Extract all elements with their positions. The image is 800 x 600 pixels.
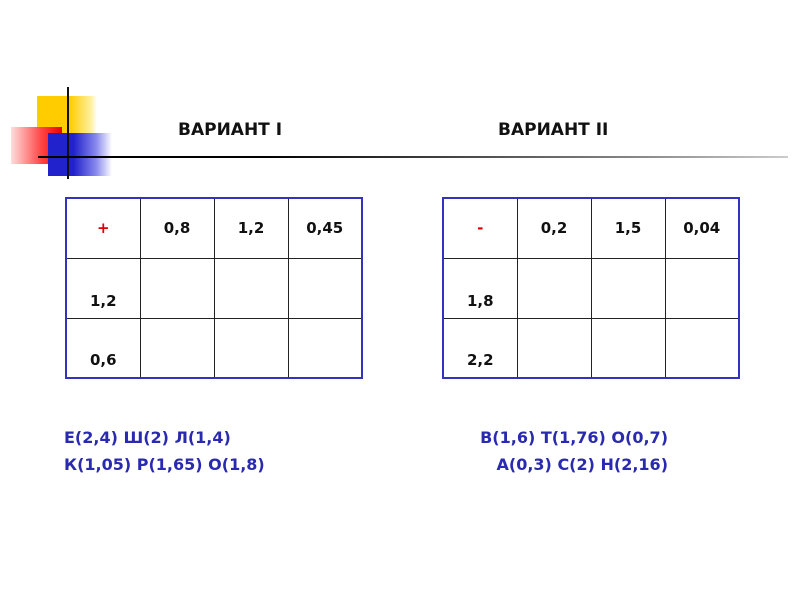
answer-line: Е(2,4) Ш(2) Л(1,4) <box>64 428 231 447</box>
variant1-answers: Е(2,4) Ш(2) Л(1,4) К(1,05) Р(1,65) О(1,8… <box>64 424 265 478</box>
variant2-title: ВАРИАНТ II <box>498 120 609 140</box>
variant2-answers: В(1,6) Т(1,76) О(0,7) А(0,3) С(2) Н(2,16… <box>474 424 668 478</box>
table-row: 2,2 <box>442 317 740 379</box>
answer-cell[interactable] <box>664 257 740 319</box>
row-header: 1,2 <box>65 257 141 319</box>
column-header: 1,5 <box>590 197 666 259</box>
answer-cell[interactable] <box>213 317 289 379</box>
decor-blue-square <box>48 133 112 176</box>
row-header: 1,8 <box>442 257 518 319</box>
answer-cell[interactable] <box>590 257 666 319</box>
column-header: 0,2 <box>516 197 592 259</box>
row-header: 0,6 <box>65 317 141 379</box>
answer-cell[interactable] <box>287 317 363 379</box>
variant2-table: - 0,2 1,5 0,04 1,8 2,2 <box>442 197 740 379</box>
answer-line: К(1,05) Р(1,65) О(1,8) <box>64 455 265 474</box>
table-row: + 0,8 1,2 0,45 <box>65 197 363 259</box>
answer-line: В(1,6) Т(1,76) О(0,7) <box>480 428 668 447</box>
answer-cell[interactable] <box>213 257 289 319</box>
answer-cell[interactable] <box>139 257 215 319</box>
variant1-title: ВАРИАНТ I <box>178 120 283 140</box>
operator-cell: - <box>442 197 518 259</box>
column-header: 1,2 <box>213 197 289 259</box>
table-row: 1,8 <box>442 257 740 319</box>
answer-cell[interactable] <box>139 317 215 379</box>
column-header: 0,04 <box>664 197 740 259</box>
header-divider <box>38 156 788 158</box>
table-row: 0,6 <box>65 317 363 379</box>
operator-cell: + <box>65 197 141 259</box>
table-row: - 0,2 1,5 0,04 <box>442 197 740 259</box>
column-header: 0,8 <box>139 197 215 259</box>
answer-cell[interactable] <box>516 317 592 379</box>
table-row: 1,2 <box>65 257 363 319</box>
row-header: 2,2 <box>442 317 518 379</box>
decor-vertical-line <box>67 87 69 179</box>
answer-cell[interactable] <box>664 317 740 379</box>
answer-cell[interactable] <box>590 317 666 379</box>
answer-cell[interactable] <box>287 257 363 319</box>
answer-cell[interactable] <box>516 257 592 319</box>
answer-line: А(0,3) С(2) Н(2,16) <box>496 455 668 474</box>
column-header: 0,45 <box>287 197 363 259</box>
variant1-table: + 0,8 1,2 0,45 1,2 0,6 <box>65 197 363 379</box>
